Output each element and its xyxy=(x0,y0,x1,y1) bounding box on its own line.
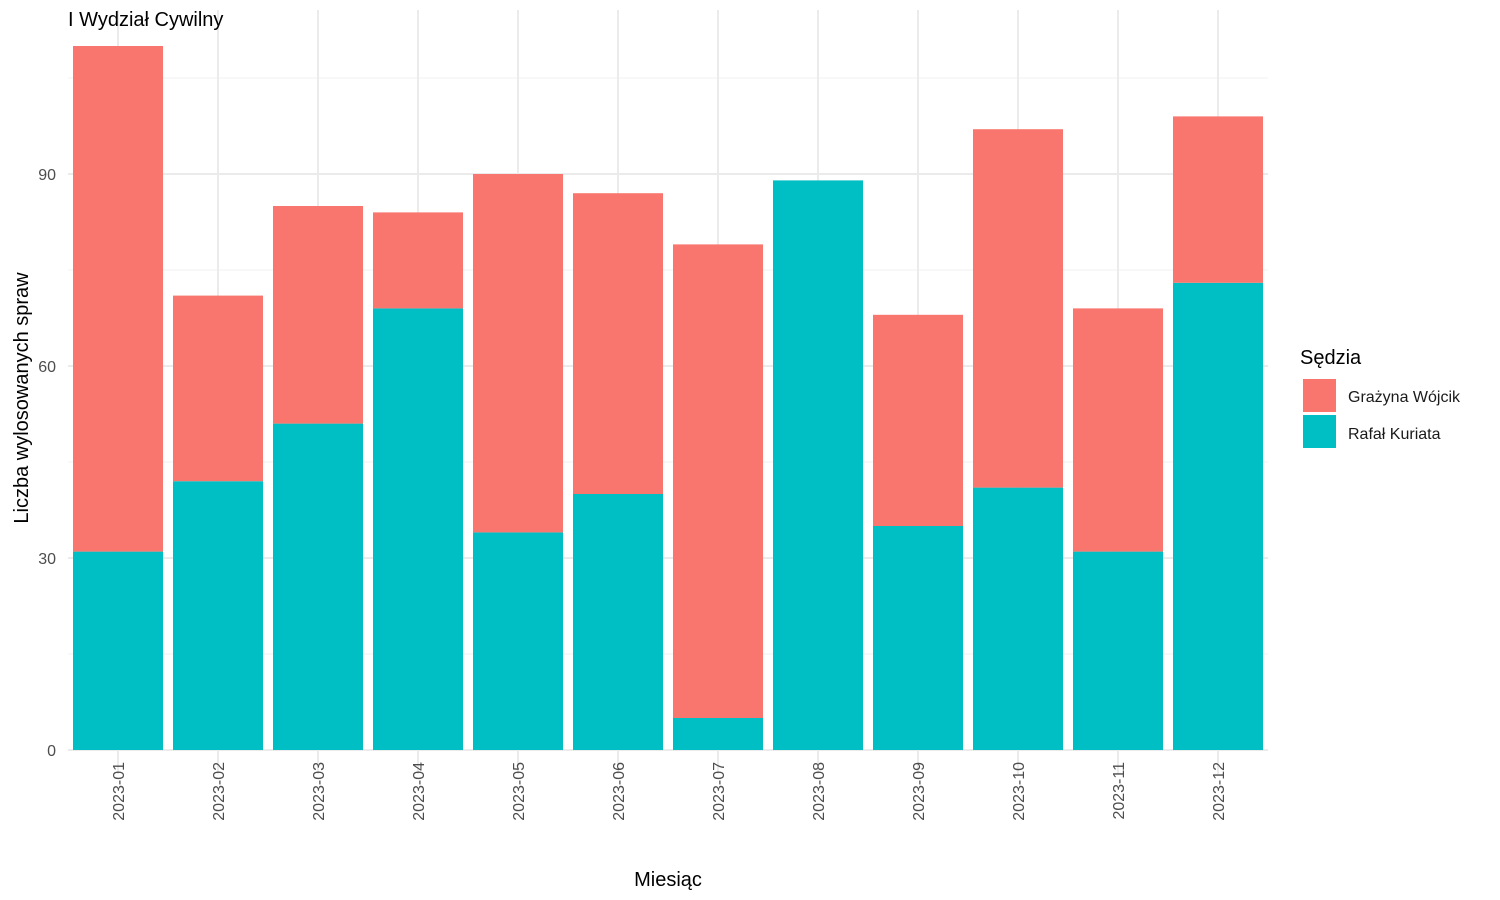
bar-rafal-kuriata-2023-06 xyxy=(573,494,663,750)
x-tick-label: 2023-01 xyxy=(111,762,128,821)
bar-grazyna-wojcik-2023-02 xyxy=(173,295,263,482)
legend-label-rafal-kuriata: Rafał Kuriata xyxy=(1348,426,1441,443)
bar-grazyna-wojcik-2023-12 xyxy=(1173,116,1263,283)
chart-title: I Wydział Cywilny xyxy=(68,9,223,31)
bar-rafal-kuriata-2023-03 xyxy=(273,423,363,750)
grid-minor xyxy=(68,77,1268,655)
bar-rafal-kuriata-2023-05 xyxy=(473,532,563,750)
bar-grazyna-wojcik-2023-01 xyxy=(73,46,163,552)
bar-grazyna-wojcik-2023-07 xyxy=(673,244,763,718)
legend-key-rafal-kuriata xyxy=(1303,415,1336,448)
x-tick-label: 2023-06 xyxy=(611,762,628,821)
legend-title: Sędzia xyxy=(1300,347,1362,369)
bar-rafal-kuriata-2023-07 xyxy=(673,718,763,750)
bar-rafal-kuriata-2023-04 xyxy=(373,308,463,750)
bar-grazyna-wojcik-2023-10 xyxy=(973,129,1063,488)
bar-rafal-kuriata-2023-11 xyxy=(1073,551,1163,750)
bar-grazyna-wojcik-2023-04 xyxy=(373,212,463,309)
x-tick-label: 2023-08 xyxy=(811,762,828,821)
legend: Sędzia Grażyna Wójcik Rafał Kuriata xyxy=(1300,347,1461,448)
bar-rafal-kuriata-2023-10 xyxy=(973,487,1063,750)
y-tick-label: 90 xyxy=(38,167,56,184)
x-tick-label: 2023-10 xyxy=(1011,762,1028,821)
legend-key-grazyna-wojcik xyxy=(1303,379,1336,412)
y-axis-label: Liczba wylosowanych spraw xyxy=(11,272,33,524)
legend-label-grazyna-wojcik: Grażyna Wójcik xyxy=(1348,389,1461,406)
x-axis-ticks: 2023-01 2023-02 2023-03 2023-04 2023-05 2023-… xyxy=(111,762,1228,821)
bar-grazyna-wojcik-2023-11 xyxy=(1073,308,1163,552)
y-tick-label: 30 xyxy=(38,551,56,568)
bar-rafal-kuriata-2023-08 xyxy=(773,180,863,750)
bar-grazyna-wojcik-2023-05 xyxy=(473,174,563,533)
bar-rafal-kuriata-2023-12 xyxy=(1173,282,1263,750)
bar-grazyna-wojcik-2023-03 xyxy=(273,206,363,424)
bar-grazyna-wojcik-2023-06 xyxy=(573,193,663,494)
bars xyxy=(73,46,1263,750)
x-tick-label: 2023-05 xyxy=(511,762,528,821)
y-axis-ticks: 0 30 60 90 xyxy=(38,167,56,760)
x-axis-label: Miesiąc xyxy=(634,869,702,891)
x-tick-label: 2023-07 xyxy=(711,762,728,821)
y-tick-label: 60 xyxy=(38,359,56,376)
bar-rafal-kuriata-2023-02 xyxy=(173,481,263,750)
bar-rafal-kuriata-2023-01 xyxy=(73,551,163,750)
x-tick-label: 2023-12 xyxy=(1211,762,1228,821)
y-tick-label: 0 xyxy=(47,743,56,760)
bar-rafal-kuriata-2023-09 xyxy=(873,526,963,750)
x-tick-label: 2023-09 xyxy=(911,762,928,821)
bar-grazyna-wojcik-2023-09 xyxy=(873,314,963,526)
x-tick-label: 2023-02 xyxy=(211,762,228,821)
x-tick-label: 2023-04 xyxy=(411,762,428,821)
x-tick-label: 2023-11 xyxy=(1111,762,1128,820)
x-tick-label: 2023-03 xyxy=(311,762,328,821)
